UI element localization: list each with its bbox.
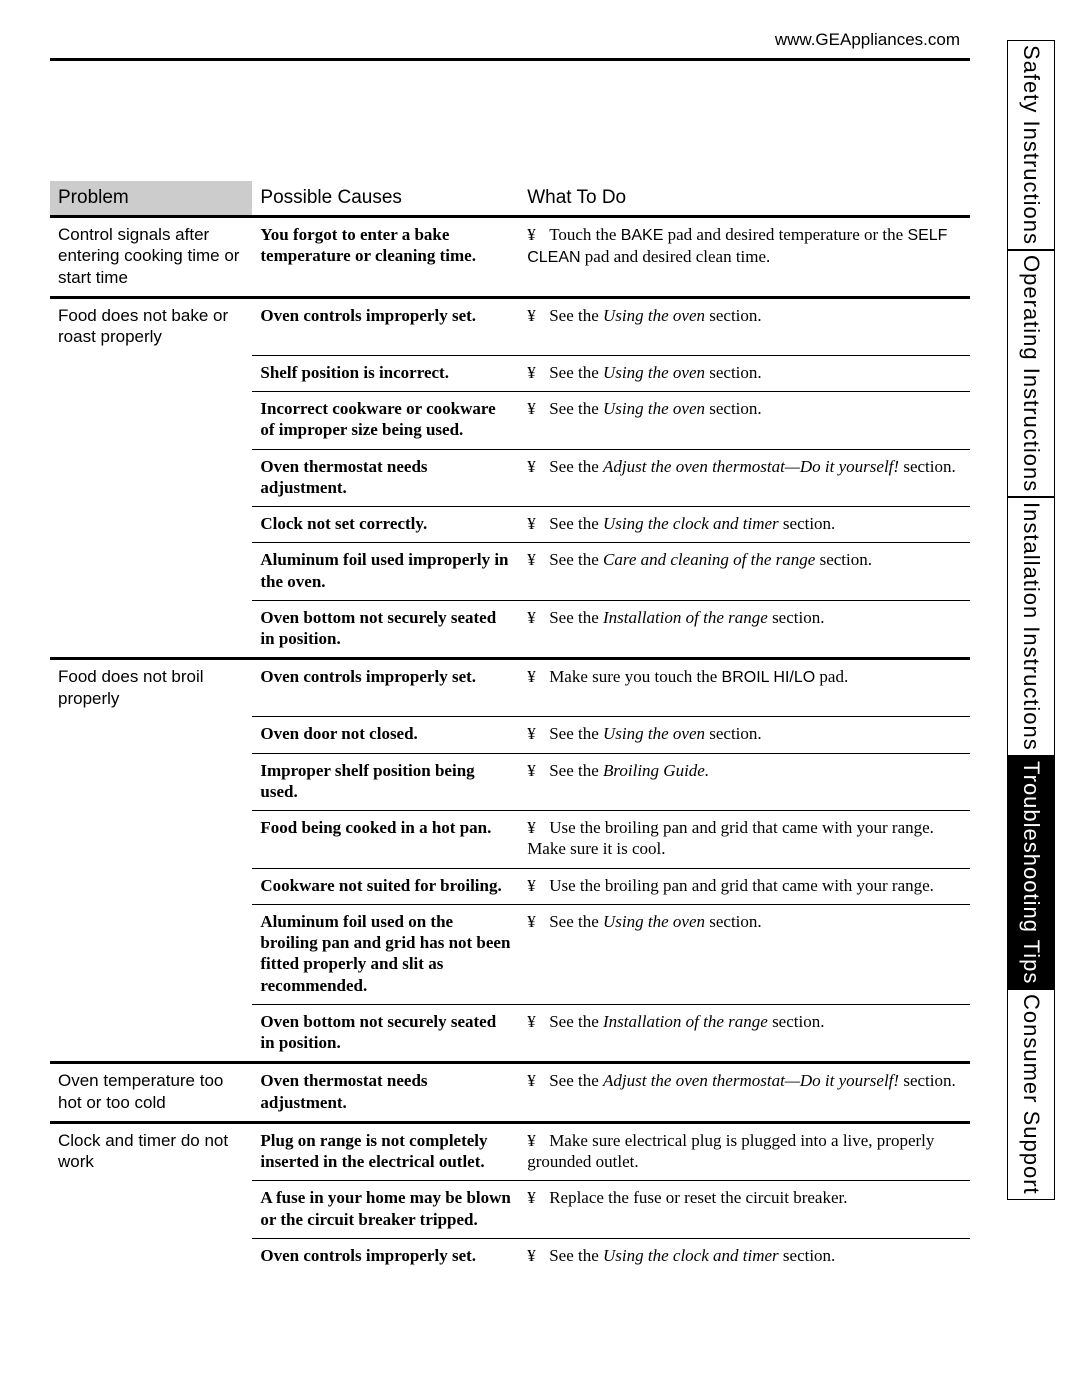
problem-cell: [50, 868, 252, 904]
cause-cell: Oven bottom not securely seated in posit…: [252, 1004, 519, 1063]
problem-cell: Clock and timer do not work: [50, 1122, 252, 1181]
action-cell: ¥Replace the fuse or reset the circuit b…: [519, 1181, 970, 1239]
problem-cell: [50, 392, 252, 450]
problem-cell: Food does not bake or roast properly: [50, 297, 252, 355]
cause-cell: A fuse in your home may be blown or the …: [252, 1181, 519, 1239]
cause-cell: Oven controls improperly set.: [252, 1238, 519, 1274]
problem-cell: [50, 811, 252, 869]
action-cell: ¥See the Installation of the range secti…: [519, 600, 970, 659]
problem-cell: Oven temperature too hot or too cold: [50, 1063, 252, 1123]
side-tab[interactable]: Safety Instructions: [1007, 40, 1055, 250]
side-tab[interactable]: Troubleshooting Tips: [1007, 756, 1055, 989]
action-cell: ¥Touch the BAKE pad and desired temperat…: [519, 217, 970, 298]
action-cell: ¥See the Installation of the range secti…: [519, 1004, 970, 1063]
cause-cell: Oven thermostat needs adjustment.: [252, 1063, 519, 1123]
header-url: www.GEAppliances.com: [50, 30, 970, 61]
problem-cell: [50, 600, 252, 659]
action-cell: ¥See the Using the oven section.: [519, 904, 970, 1004]
action-cell: ¥See the Using the oven section.: [519, 355, 970, 391]
cause-cell: Oven controls improperly set.: [252, 297, 519, 355]
cause-cell: Oven controls improperly set.: [252, 659, 519, 717]
problem-cell: Control signals after entering cooking t…: [50, 217, 252, 298]
table-body: Control signals after entering cooking t…: [50, 217, 970, 1275]
col-header-problem: Problem: [50, 181, 252, 217]
cause-cell: Cookware not suited for broiling.: [252, 868, 519, 904]
problem-cell: [50, 753, 252, 811]
col-header-cause: Possible Causes: [252, 181, 519, 217]
cause-cell: Plug on range is not completely inserted…: [252, 1122, 519, 1181]
problem-cell: [50, 1238, 252, 1274]
cause-cell: You forgot to enter a bake temperature o…: [252, 217, 519, 298]
side-tab[interactable]: Installation Instructions: [1007, 497, 1055, 756]
side-tab[interactable]: Operating Instructions: [1007, 250, 1055, 497]
side-tab[interactable]: Consumer Support: [1007, 989, 1055, 1200]
side-tabs: Safety InstructionsOperating Instruction…: [1007, 40, 1055, 1200]
cause-cell: Shelf position is incorrect.: [252, 355, 519, 391]
cause-cell: Aluminum foil used on the broiling pan a…: [252, 904, 519, 1004]
cause-cell: Oven thermostat needs adjustment.: [252, 449, 519, 507]
action-cell: ¥See the Adjust the oven thermostat—Do i…: [519, 1063, 970, 1123]
cause-cell: Aluminum foil used improperly in the ove…: [252, 543, 519, 601]
problem-cell: [50, 543, 252, 601]
action-cell: ¥Make sure electrical plug is plugged in…: [519, 1122, 970, 1181]
problem-cell: [50, 1181, 252, 1239]
problem-cell: [50, 1004, 252, 1063]
action-cell: ¥Use the broiling pan and grid that came…: [519, 868, 970, 904]
action-cell: ¥See the Adjust the oven thermostat—Do i…: [519, 449, 970, 507]
action-cell: ¥See the Care and cleaning of the range …: [519, 543, 970, 601]
problem-cell: [50, 507, 252, 543]
action-cell: ¥See the Broiling Guide.: [519, 753, 970, 811]
action-cell: ¥Make sure you touch the BROIL HI/LO pad…: [519, 659, 970, 717]
cause-cell: Oven door not closed.: [252, 717, 519, 753]
action-cell: ¥See the Using the oven section.: [519, 717, 970, 753]
cause-cell: Oven bottom not securely seated in posit…: [252, 600, 519, 659]
action-cell: ¥Use the broiling pan and grid that came…: [519, 811, 970, 869]
cause-cell: Incorrect cookware or cookware of improp…: [252, 392, 519, 450]
problem-cell: [50, 355, 252, 391]
problem-cell: [50, 904, 252, 1004]
cause-cell: Food being cooked in a hot pan.: [252, 811, 519, 869]
col-header-action: What To Do: [519, 181, 970, 217]
action-cell: ¥See the Using the clock and timer secti…: [519, 507, 970, 543]
action-cell: ¥See the Using the oven section.: [519, 392, 970, 450]
troubleshooting-table: Problem Possible Causes What To Do Contr…: [50, 181, 970, 1274]
problem-cell: [50, 449, 252, 507]
cause-cell: Improper shelf position being used.: [252, 753, 519, 811]
action-cell: ¥See the Using the clock and timer secti…: [519, 1238, 970, 1274]
cause-cell: Clock not set correctly.: [252, 507, 519, 543]
action-cell: ¥See the Using the oven section.: [519, 297, 970, 355]
problem-cell: Food does not broil properly: [50, 659, 252, 717]
problem-cell: [50, 717, 252, 753]
